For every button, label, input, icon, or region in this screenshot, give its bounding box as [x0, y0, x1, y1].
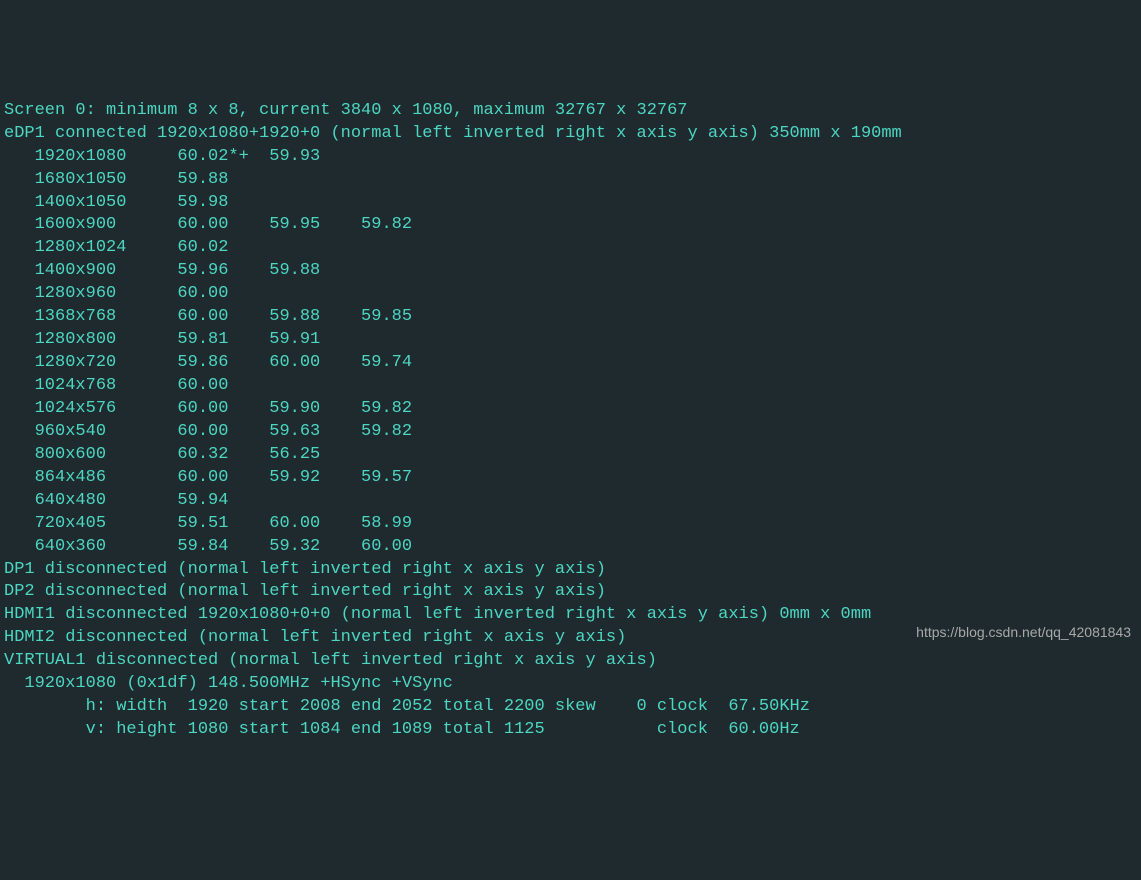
terminal-line: 1024x768 60.00 [4, 375, 1137, 398]
terminal-line: 1680x1050 59.88 [4, 169, 1137, 192]
terminal-line: 1600x900 60.00 59.95 59.82 [4, 214, 1137, 237]
terminal-line: 720x405 59.51 60.00 58.99 [4, 513, 1137, 536]
terminal-line: 1280x1024 60.02 [4, 237, 1137, 260]
terminal-line: 1368x768 60.00 59.88 59.85 [4, 306, 1137, 329]
terminal-line: 864x486 60.00 59.92 59.57 [4, 467, 1137, 490]
terminal-line: 1400x900 59.96 59.88 [4, 260, 1137, 283]
terminal-line: eDP1 connected 1920x1080+1920+0 (normal … [4, 123, 1137, 146]
terminal-line: 1024x576 60.00 59.90 59.82 [4, 398, 1137, 421]
terminal-line: 1920x1080 60.02*+ 59.93 [4, 146, 1137, 169]
terminal-line: 1280x960 60.00 [4, 283, 1137, 306]
terminal-line: 1920x1080 (0x1df) 148.500MHz +HSync +VSy… [4, 673, 1137, 696]
terminal-line: 1280x720 59.86 60.00 59.74 [4, 352, 1137, 375]
terminal-line: VIRTUAL1 disconnected (normal left inver… [4, 650, 1137, 673]
terminal-line: 1280x800 59.81 59.91 [4, 329, 1137, 352]
terminal-output: Screen 0: minimum 8 x 8, current 3840 x … [4, 100, 1137, 742]
terminal-line: 960x540 60.00 59.63 59.82 [4, 421, 1137, 444]
terminal-line: 640x360 59.84 59.32 60.00 [4, 536, 1137, 559]
terminal-line: 1400x1050 59.98 [4, 192, 1137, 215]
terminal-line: DP1 disconnected (normal left inverted r… [4, 559, 1137, 582]
terminal-line: v: height 1080 start 1084 end 1089 total… [4, 719, 1137, 742]
terminal-line: 800x600 60.32 56.25 [4, 444, 1137, 467]
terminal-line: Screen 0: minimum 8 x 8, current 3840 x … [4, 100, 1137, 123]
watermark-text: https://blog.csdn.net/qq_42081843 [916, 623, 1131, 642]
terminal-line: DP2 disconnected (normal left inverted r… [4, 581, 1137, 604]
terminal-line: 640x480 59.94 [4, 490, 1137, 513]
terminal-line: h: width 1920 start 2008 end 2052 total … [4, 696, 1137, 719]
